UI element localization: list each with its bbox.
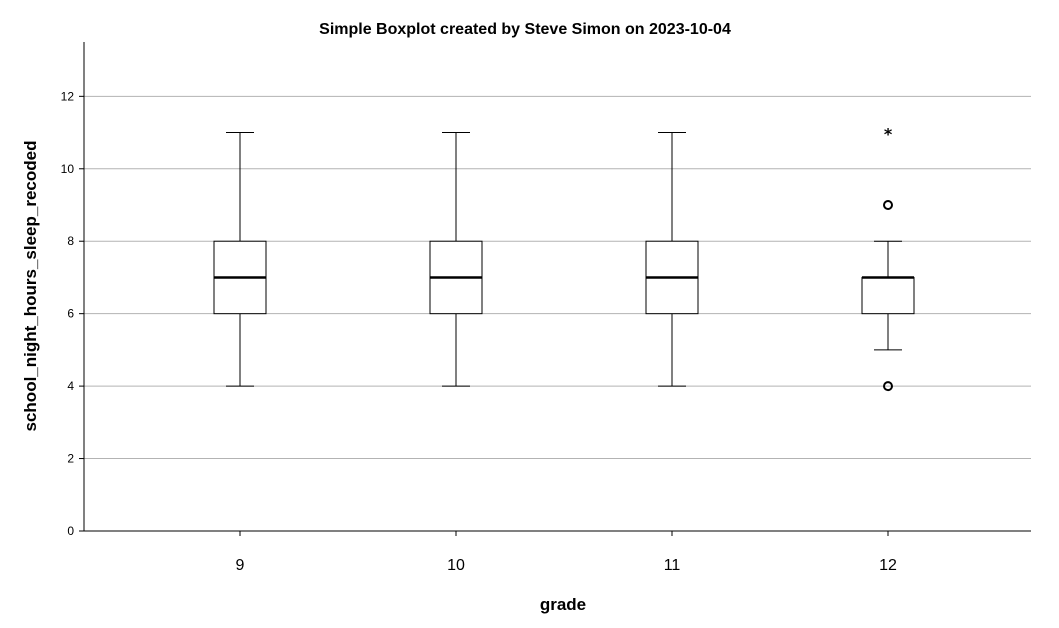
y-tick-label: 2 — [67, 452, 74, 466]
x-tick-label: 11 — [664, 557, 681, 574]
x-axis-ticks: 9 10 11 12 — [236, 531, 897, 574]
x-tick-label: 10 — [447, 557, 465, 574]
boxes: * — [213, 125, 915, 392]
chart-title: Simple Boxplot created by Steve Simon on… — [319, 21, 731, 38]
y-tick-label: 0 — [67, 524, 74, 538]
x-axis-label: grade — [540, 595, 586, 614]
box-grade-12: * — [861, 125, 915, 392]
box-grade-9 — [213, 132, 267, 387]
y-axis-ticks: 0 2 4 6 8 10 12 — [61, 89, 84, 538]
outlier-point — [883, 381, 893, 392]
y-tick-label: 8 — [67, 234, 74, 248]
y-axis-label: school_night_hours_sleep_recoded — [21, 141, 40, 432]
x-tick-label: 9 — [236, 557, 245, 574]
y-tick-label: 4 — [67, 379, 74, 393]
axes — [83, 42, 1031, 532]
iqr-box — [861, 276, 915, 315]
y-tick-label: 12 — [61, 89, 75, 103]
y-tick-label: 10 — [61, 162, 75, 176]
x-tick-label: 12 — [879, 557, 897, 574]
box-grade-11 — [645, 132, 699, 387]
extreme-point: * — [884, 125, 893, 144]
y-tick-label: 6 — [67, 307, 74, 321]
outlier-point — [883, 200, 893, 210]
box-grade-10 — [429, 132, 483, 387]
